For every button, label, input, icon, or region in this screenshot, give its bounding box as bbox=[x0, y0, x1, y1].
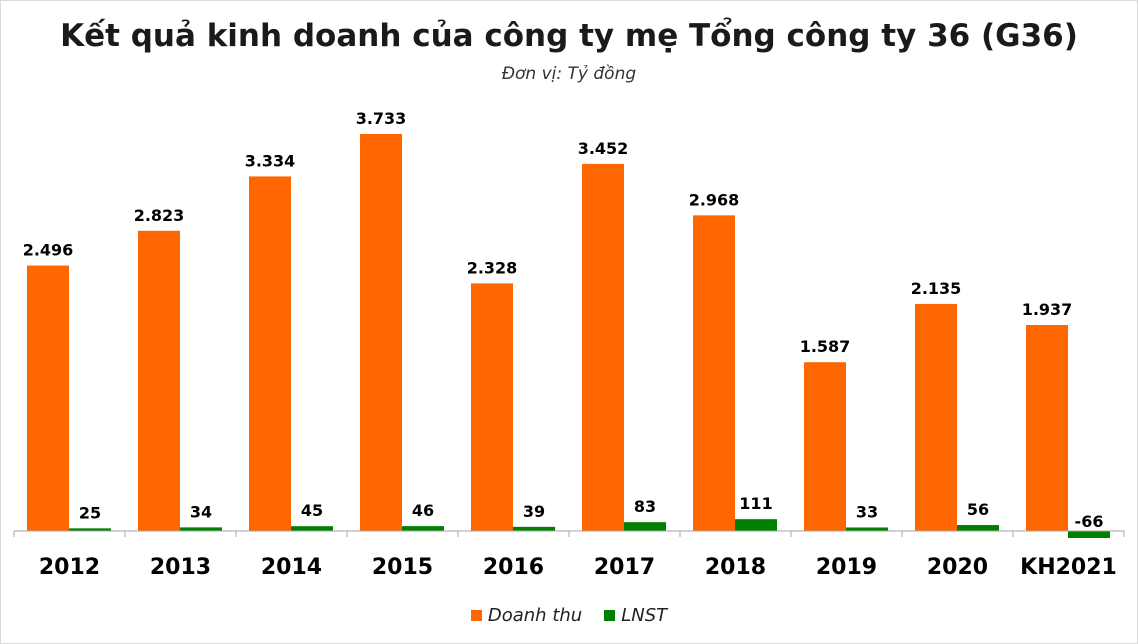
label-revenue-2016: 2.328 bbox=[467, 258, 518, 277]
x-tick-label-KH2021: KH2021 bbox=[1020, 555, 1117, 580]
x-tick-label-2016: 2016 bbox=[483, 555, 544, 580]
bar-revenue-2014 bbox=[249, 176, 291, 531]
chart-legend: Doanh thu LNST bbox=[0, 605, 1138, 626]
label-profit-2019: 33 bbox=[856, 502, 878, 521]
label-profit-2018: 111 bbox=[739, 494, 772, 513]
chart-title: Kết quả kinh doanh của công ty mẹ Tổng c… bbox=[60, 18, 1078, 54]
legend-swatch-profit bbox=[604, 610, 616, 621]
label-revenue-2017: 3.452 bbox=[578, 139, 629, 158]
label-profit-2015: 46 bbox=[412, 501, 434, 520]
label-revenue-2015: 3.733 bbox=[356, 109, 407, 128]
label-revenue-2019: 1.587 bbox=[800, 337, 851, 356]
label-profit-KH2021: -66 bbox=[1075, 512, 1104, 531]
bar-revenue-2015 bbox=[360, 134, 402, 531]
label-profit-2017: 83 bbox=[634, 497, 656, 516]
label-revenue-2018: 2.968 bbox=[689, 190, 740, 209]
bar-revenue-2017 bbox=[582, 163, 624, 531]
bar-revenue-2020 bbox=[915, 303, 957, 531]
legend-item-profit: LNST bbox=[604, 605, 667, 626]
label-profit-2020: 56 bbox=[967, 500, 989, 519]
label-revenue-KH2021: 1.937 bbox=[1022, 300, 1073, 319]
bar-revenue-2016 bbox=[471, 283, 513, 531]
x-tick-label-2018: 2018 bbox=[705, 555, 766, 580]
bar-revenue-2013 bbox=[138, 230, 180, 531]
label-profit-2012: 25 bbox=[79, 503, 101, 522]
bar-profit-2020 bbox=[957, 525, 999, 531]
x-tick-label-2013: 2013 bbox=[150, 555, 211, 580]
bar-profit-2019 bbox=[846, 527, 888, 531]
bar-profit-2017 bbox=[624, 522, 666, 531]
bar-profit-2015 bbox=[402, 526, 444, 531]
label-profit-2016: 39 bbox=[523, 502, 545, 521]
bar-profit-2016 bbox=[513, 526, 555, 531]
label-revenue-2013: 2.823 bbox=[134, 206, 185, 225]
bar-revenue-KH2021 bbox=[1026, 325, 1068, 531]
x-tick-label-2015: 2015 bbox=[372, 555, 433, 580]
x-tick-label-2020: 2020 bbox=[927, 555, 988, 580]
bar-profit-KH2021 bbox=[1068, 531, 1110, 539]
chart-subtitle: Đơn vị: Tỷ đồng bbox=[501, 64, 637, 84]
x-tick-label-2012: 2012 bbox=[39, 555, 100, 580]
label-revenue-2020: 2.135 bbox=[911, 279, 962, 298]
bar-profit-2014 bbox=[291, 526, 333, 531]
label-revenue-2012: 2.496 bbox=[23, 241, 74, 260]
label-profit-2013: 34 bbox=[190, 502, 212, 521]
legend-swatch-revenue bbox=[470, 610, 482, 621]
x-tick-label-2017: 2017 bbox=[594, 555, 655, 580]
x-tick-label-2019: 2019 bbox=[816, 555, 877, 580]
label-revenue-2014: 3.334 bbox=[245, 151, 296, 170]
bar-profit-2012 bbox=[69, 528, 111, 531]
bar-revenue-2012 bbox=[27, 265, 69, 531]
legend-label-revenue: Doanh thu bbox=[487, 605, 583, 626]
bar-profit-2013 bbox=[180, 527, 222, 531]
bar-revenue-2018 bbox=[693, 215, 735, 531]
legend-label-profit: LNST bbox=[621, 605, 668, 626]
x-tick-label-2014: 2014 bbox=[261, 555, 322, 580]
label-profit-2014: 45 bbox=[301, 501, 323, 520]
bar-profit-2018 bbox=[735, 519, 777, 531]
bar-revenue-2019 bbox=[804, 362, 846, 531]
legend-item-revenue: Doanh thu bbox=[470, 605, 583, 626]
